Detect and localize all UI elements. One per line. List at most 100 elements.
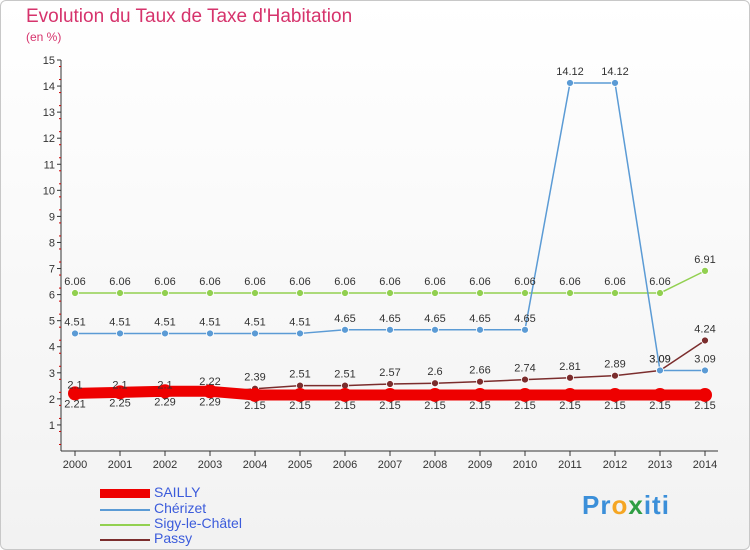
legend-label-sailly: SAILLY bbox=[154, 484, 201, 500]
data-point-sigy-le-ch-tel bbox=[341, 289, 349, 297]
data-label-passy: 2.51 bbox=[289, 369, 310, 381]
data-point-ch-rizet bbox=[116, 329, 124, 338]
data-label-sigy-le-ch-tel: 6.91 bbox=[694, 254, 715, 266]
data-point-sigy-le-ch-tel bbox=[431, 289, 439, 297]
data-label-ch-rizet: 4.51 bbox=[64, 316, 85, 328]
data-label-sailly: 2.15 bbox=[559, 400, 580, 412]
data-point-ch-rizet bbox=[341, 325, 349, 334]
data-point-ch-rizet bbox=[206, 329, 214, 338]
legend-swatch-sailly bbox=[100, 489, 150, 498]
data-point-passy bbox=[431, 379, 439, 388]
chart-title: Evolution du Taux de Taxe d'Habitation bbox=[26, 6, 353, 27]
data-label-passy: 2.51 bbox=[334, 369, 355, 381]
data-label-sailly: 2.15 bbox=[289, 400, 310, 412]
y-tick-label: 11 bbox=[44, 159, 55, 171]
x-tick-label: 2011 bbox=[558, 459, 582, 471]
data-label-ch-rizet: 14.12 bbox=[601, 66, 629, 78]
x-tick-label: 2000 bbox=[63, 459, 87, 471]
data-point-sailly bbox=[698, 387, 712, 402]
y-tick-label: 13 bbox=[43, 107, 55, 119]
data-label-sigy-le-ch-tel: 6.06 bbox=[334, 276, 355, 288]
data-point-sigy-le-ch-tel bbox=[521, 289, 529, 297]
legend-swatch-cherizet bbox=[100, 509, 150, 511]
data-label-sigy-le-ch-tel: 6.06 bbox=[649, 276, 670, 288]
data-label-ch-rizet: 4.51 bbox=[109, 316, 130, 328]
data-label-passy: 2.81 bbox=[559, 361, 580, 373]
legend-label-cherizet: Chérizet bbox=[154, 500, 207, 516]
x-tick-label: 2014 bbox=[693, 459, 717, 471]
data-label-sailly: 2.29 bbox=[199, 396, 220, 408]
data-point-sigy-le-ch-tel bbox=[251, 289, 259, 297]
data-point-sailly bbox=[338, 387, 352, 402]
x-tick-label: 2013 bbox=[648, 459, 672, 471]
y-tick-label: 5 bbox=[49, 316, 55, 328]
data-point-sailly bbox=[428, 387, 442, 402]
data-label-ch-rizet: 4.51 bbox=[154, 316, 175, 328]
data-point-sigy-le-ch-tel bbox=[566, 289, 574, 297]
x-tick-label: 2003 bbox=[198, 459, 222, 471]
data-point-sailly bbox=[158, 384, 172, 399]
x-tick-label: 2010 bbox=[513, 459, 537, 471]
x-tick-label: 2007 bbox=[378, 459, 402, 471]
data-label-passy: 2.1 bbox=[157, 379, 172, 391]
data-point-sailly bbox=[248, 387, 262, 402]
data-point-ch-rizet bbox=[566, 79, 574, 87]
data-point-sigy-le-ch-tel bbox=[161, 289, 169, 297]
data-label-passy: 2.1 bbox=[112, 379, 127, 391]
data-label-ch-rizet: 4.65 bbox=[514, 313, 535, 325]
data-point-sigy-le-ch-tel bbox=[71, 289, 79, 297]
data-point-ch-rizet bbox=[476, 325, 484, 334]
data-point-sailly bbox=[203, 384, 217, 399]
data-label-sailly: 2.15 bbox=[244, 400, 265, 412]
data-label-sigy-le-ch-tel: 6.06 bbox=[109, 276, 130, 288]
data-point-ch-rizet bbox=[161, 329, 169, 338]
data-label-sailly: 2.15 bbox=[334, 400, 355, 412]
proxiti-logo: Proxiti bbox=[582, 490, 670, 520]
y-tick-label: 6 bbox=[49, 290, 55, 302]
y-tick-label: 4 bbox=[49, 342, 55, 354]
data-point-sailly bbox=[68, 386, 82, 401]
data-point-passy bbox=[521, 375, 529, 384]
data-point-ch-rizet bbox=[251, 329, 259, 338]
data-label-passy: 2.74 bbox=[514, 363, 535, 375]
data-label-ch-rizet: 4.51 bbox=[289, 316, 310, 328]
data-point-ch-rizet bbox=[431, 325, 439, 334]
data-point-sigy-le-ch-tel bbox=[656, 289, 664, 297]
data-point-ch-rizet bbox=[611, 79, 619, 87]
x-tick-label: 2012 bbox=[603, 459, 627, 471]
y-tick-label: 2 bbox=[49, 394, 55, 406]
data-point-ch-rizet bbox=[701, 366, 709, 375]
data-label-sailly: 2.15 bbox=[514, 400, 535, 412]
y-axis-unit-label: (en %) bbox=[26, 30, 62, 44]
data-point-sigy-le-ch-tel bbox=[116, 289, 124, 297]
x-tick-label: 2005 bbox=[288, 459, 312, 471]
data-label-sigy-le-ch-tel: 6.06 bbox=[244, 276, 265, 288]
x-tick-label: 2002 bbox=[153, 459, 177, 471]
legend-swatch-passy bbox=[100, 539, 150, 541]
data-point-passy bbox=[566, 373, 574, 382]
y-tick-label: 12 bbox=[43, 133, 55, 145]
data-label-passy: 2.22 bbox=[199, 376, 220, 388]
data-point-ch-rizet bbox=[656, 366, 664, 375]
data-point-sigy-le-ch-tel bbox=[386, 289, 394, 297]
data-label-sigy-le-ch-tel: 6.06 bbox=[424, 276, 445, 288]
data-point-sigy-le-ch-tel bbox=[476, 289, 484, 297]
x-tick-label: 2008 bbox=[423, 459, 447, 471]
data-label-sigy-le-ch-tel: 6.06 bbox=[289, 276, 310, 288]
data-label-passy: 2.57 bbox=[379, 367, 400, 379]
data-point-ch-rizet bbox=[386, 325, 394, 334]
data-point-passy bbox=[611, 371, 619, 380]
x-tick-label: 2006 bbox=[333, 459, 357, 471]
data-label-sailly: 2.15 bbox=[379, 400, 400, 412]
data-point-ch-rizet bbox=[521, 325, 529, 334]
data-label-sailly: 2.21 bbox=[64, 398, 85, 410]
data-labels: 2.21 2.25 2.29 2.29 2.15 2.15 2.15 2.15 2.15 2.15… bbox=[64, 66, 715, 412]
data-label-passy: 2.1 bbox=[67, 379, 82, 391]
data-label-ch-rizet: 4.65 bbox=[424, 313, 445, 325]
data-point-sailly bbox=[473, 387, 487, 402]
y-tick-label: 15 bbox=[43, 55, 55, 67]
data-label-sailly: 2.15 bbox=[604, 400, 625, 412]
